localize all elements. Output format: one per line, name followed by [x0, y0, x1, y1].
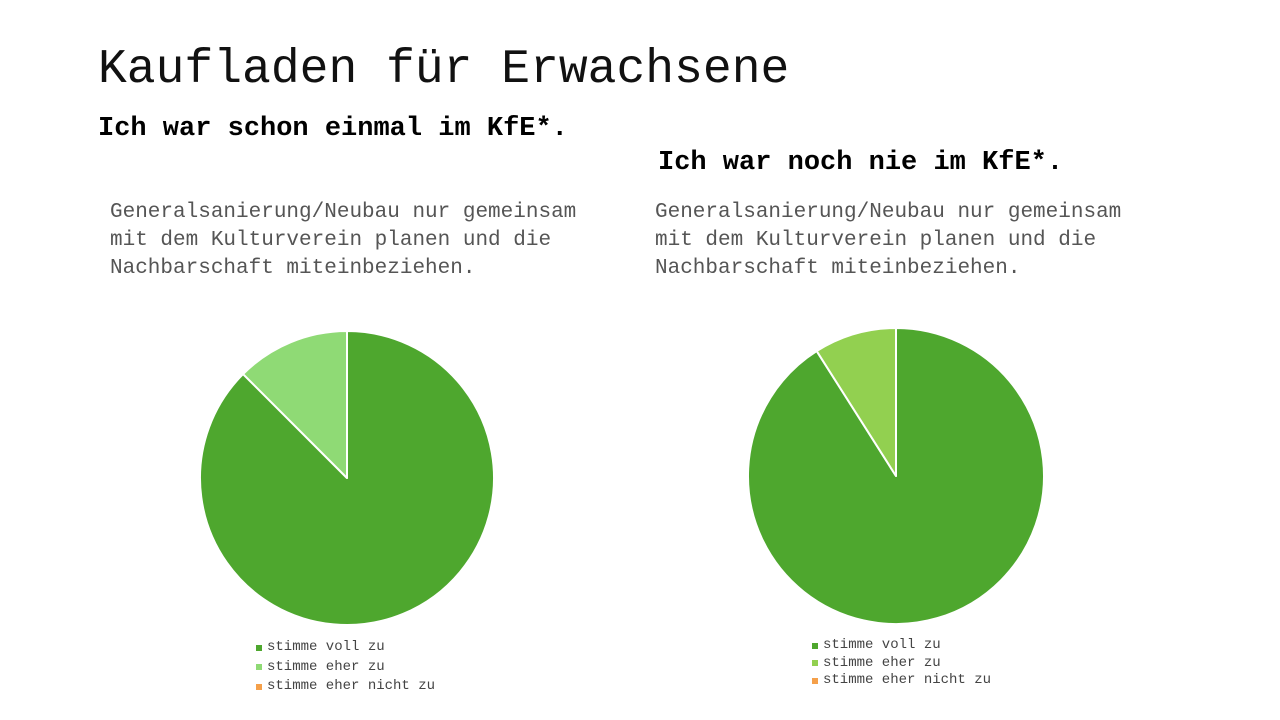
legend-label: stimme eher zu	[267, 658, 385, 675]
legend-item: stimme voll zu	[256, 638, 435, 658]
pie-slice-stimme-eher-zu	[815, 327, 897, 477]
legend-item: stimme eher zu	[256, 658, 435, 678]
legend-swatch	[256, 683, 262, 690]
legend-item: stimme eher zu	[812, 655, 991, 673]
legend-never-visited: stimme voll zu stimme eher zu stimme ehe…	[812, 637, 991, 690]
legend-swatch	[256, 664, 262, 671]
slide-title: Kaufladen für Erwachsene	[98, 43, 790, 97]
legend-label: stimme eher nicht zu	[267, 678, 436, 694]
legend-label: stimme voll zu	[823, 637, 941, 653]
pie-chart-never-visited	[747, 327, 1045, 625]
legend-label: stimme eher nicht zu	[823, 672, 992, 688]
group-heading-visited: Ich war schon einmal im KfE*.	[98, 114, 568, 144]
legend-label: stimme eher zu	[823, 654, 941, 671]
pie-chart-visited	[199, 330, 495, 626]
statement-text-visited: Generalsanierung/Neubau nur gemeinsam mi…	[110, 201, 577, 280]
legend-item: stimme eher nicht zu	[812, 672, 991, 690]
legend-item: stimme voll zu	[812, 637, 991, 655]
legend-visited: stimme voll zu stimme eher zu stimme ehe…	[256, 638, 435, 697]
legend-label: stimme voll zu	[267, 639, 385, 655]
legend-swatch	[812, 660, 818, 667]
statement-text-never-visited: Generalsanierung/Neubau nur gemeinsam mi…	[655, 201, 1122, 280]
legend-swatch	[256, 644, 262, 651]
legend-item: stimme eher nicht zu	[256, 677, 435, 697]
pie-slice-stimme-eher-zu	[242, 330, 348, 479]
group-heading-never-visited: Ich war noch nie im KfE*.	[658, 148, 1064, 178]
legend-swatch	[812, 677, 818, 684]
legend-swatch	[812, 642, 818, 649]
